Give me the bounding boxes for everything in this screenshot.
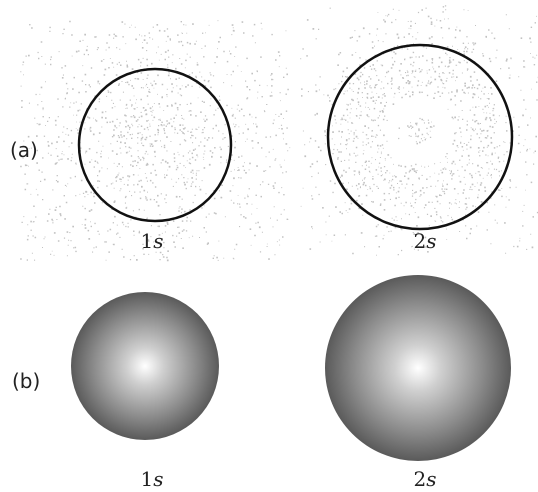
boundary-circle-1s bbox=[77, 67, 233, 223]
density-cloud-1s bbox=[20, 20, 291, 262]
orbital-letter: s bbox=[153, 229, 163, 253]
sphere-2s bbox=[325, 275, 511, 461]
density-cloud-2s bbox=[300, 5, 538, 256]
row-label: (a) bbox=[10, 138, 38, 162]
boundary-circle-2s bbox=[326, 43, 514, 231]
row-label: (b) bbox=[12, 369, 40, 393]
sphere-1s bbox=[71, 292, 219, 440]
orbital-letter: s bbox=[426, 229, 436, 253]
orbital-number: 2 bbox=[414, 467, 427, 491]
orbital-number: 1 bbox=[141, 467, 154, 491]
orbital-label: 1s bbox=[141, 229, 164, 253]
orbital-label: 2s bbox=[414, 467, 437, 491]
orbital-label: 2s bbox=[414, 229, 437, 253]
orbital-number: 1 bbox=[141, 229, 154, 253]
orbital-number: 2 bbox=[414, 229, 427, 253]
orbital-letter: s bbox=[153, 467, 163, 491]
orbital-letter: s bbox=[426, 467, 436, 491]
electron-clouds bbox=[20, 5, 538, 262]
orbital-label: 1s bbox=[141, 467, 164, 491]
